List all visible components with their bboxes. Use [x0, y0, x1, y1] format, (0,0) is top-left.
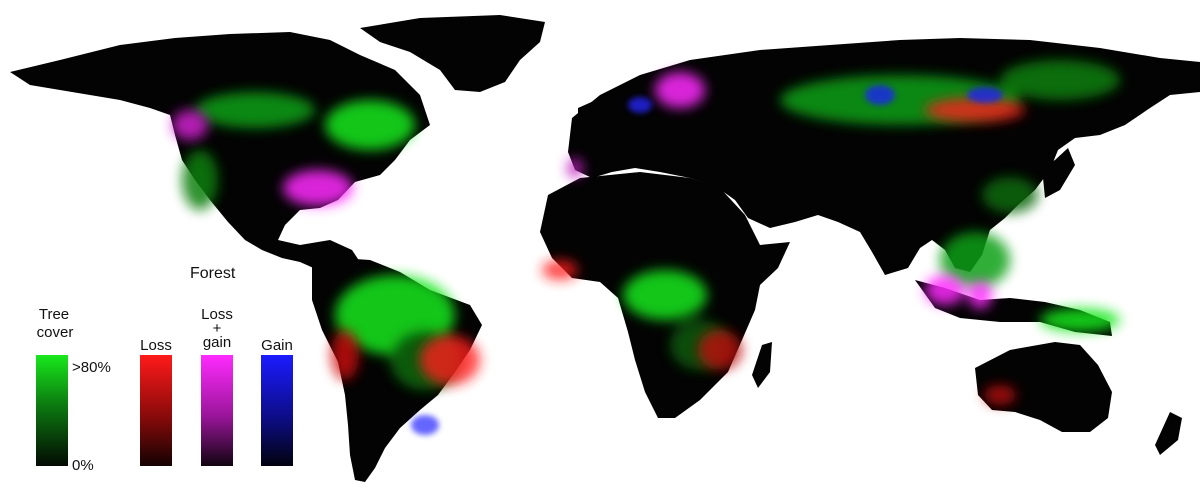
new-zealand-land [1155, 412, 1182, 455]
forest-loss-overlay [331, 98, 1025, 405]
gain-color-ramp [261, 355, 293, 466]
loss-gain-label-line1: Loss [201, 306, 233, 323]
australia-land [975, 342, 1112, 432]
tree-cover-label-line1: Tree [38, 306, 70, 323]
forest-gain-overlay [411, 85, 1003, 435]
loss-color-ramp [140, 355, 172, 466]
loss-gain-label-line2: gain [202, 334, 232, 351]
madagascar-land [752, 342, 772, 388]
tree-cover-color-ramp [36, 355, 68, 466]
forest-loss-gain-overlay [172, 72, 992, 309]
gain-label: Gain [261, 337, 293, 354]
loss-gain-color-ramp [201, 355, 233, 466]
greenland-land [360, 15, 545, 92]
loss-gain-label-plus: + [212, 320, 222, 337]
legend-title: Forest [190, 265, 236, 282]
uk-land [578, 100, 600, 138]
tree-cover-min-label: 0% [72, 457, 94, 474]
north-america-land [10, 32, 430, 270]
tree-cover-label-line2: cover [36, 324, 74, 341]
japan-land [1042, 148, 1075, 198]
loss-label: Loss [140, 337, 172, 354]
tree-cover-max-label: >80% [72, 359, 111, 376]
